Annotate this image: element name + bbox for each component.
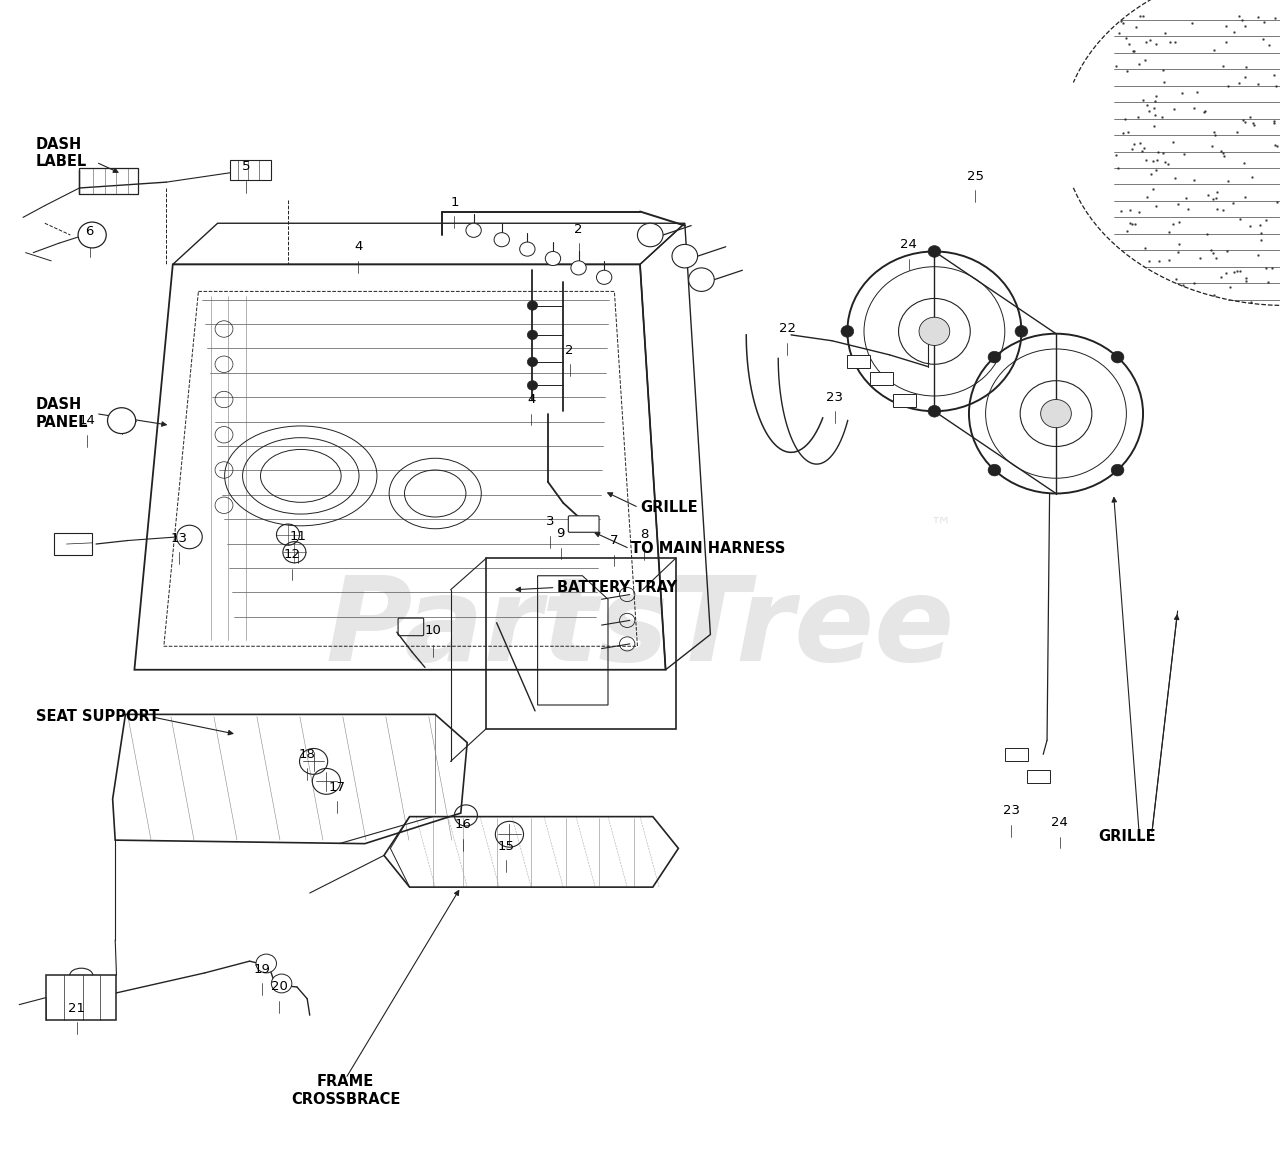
Circle shape <box>256 954 276 973</box>
Text: 17: 17 <box>328 780 346 794</box>
Text: GRILLE: GRILLE <box>1098 830 1156 844</box>
Bar <box>847 355 870 368</box>
Circle shape <box>637 223 663 247</box>
Text: BATTERY TRAY: BATTERY TRAY <box>557 580 677 595</box>
Circle shape <box>689 268 714 291</box>
Text: 6: 6 <box>86 224 93 239</box>
Text: 2: 2 <box>566 343 573 357</box>
Circle shape <box>545 251 561 266</box>
Text: FRAME
CROSSBRACE: FRAME CROSSBRACE <box>291 1074 401 1107</box>
Bar <box>893 394 916 407</box>
Text: 7: 7 <box>611 533 618 548</box>
Text: TO MAIN HARNESS: TO MAIN HARNESS <box>631 542 786 556</box>
Circle shape <box>1041 400 1071 428</box>
Circle shape <box>108 408 136 434</box>
Bar <box>54 533 92 555</box>
Text: 3: 3 <box>547 515 554 529</box>
Text: 10: 10 <box>424 624 442 638</box>
Text: 23: 23 <box>826 390 844 404</box>
Text: 24: 24 <box>1051 815 1069 830</box>
Text: GRILLE: GRILLE <box>640 501 698 515</box>
Circle shape <box>919 317 950 345</box>
Circle shape <box>988 351 1001 363</box>
Text: 25: 25 <box>966 169 984 183</box>
Text: 5: 5 <box>242 160 250 174</box>
Text: 21: 21 <box>68 1001 86 1015</box>
Text: SEAT SUPPORT: SEAT SUPPORT <box>36 710 159 724</box>
Circle shape <box>596 270 612 284</box>
Text: ™: ™ <box>929 516 952 537</box>
Circle shape <box>1015 325 1028 337</box>
Text: 22: 22 <box>778 322 796 336</box>
Text: 4: 4 <box>355 240 362 254</box>
Text: 2: 2 <box>575 222 582 236</box>
Bar <box>486 558 676 728</box>
Text: 13: 13 <box>170 531 188 545</box>
Bar <box>79 168 138 194</box>
Circle shape <box>928 405 941 417</box>
Circle shape <box>527 301 538 310</box>
Bar <box>870 372 893 385</box>
Circle shape <box>527 330 538 340</box>
Text: DASH
PANEL: DASH PANEL <box>36 397 88 430</box>
Bar <box>46 975 116 1020</box>
Circle shape <box>571 261 586 275</box>
Text: 14: 14 <box>78 414 96 428</box>
Bar <box>230 160 271 180</box>
FancyBboxPatch shape <box>568 516 599 532</box>
Text: 18: 18 <box>298 747 316 761</box>
Text: 16: 16 <box>454 818 472 832</box>
Text: 8: 8 <box>640 528 648 542</box>
Circle shape <box>988 464 1001 476</box>
Circle shape <box>527 357 538 367</box>
Circle shape <box>1111 351 1124 363</box>
Text: PartsTree: PartsTree <box>325 571 955 686</box>
Text: 20: 20 <box>270 980 288 994</box>
Bar <box>1027 770 1050 783</box>
Circle shape <box>1111 464 1124 476</box>
Text: 23: 23 <box>1002 804 1020 818</box>
Text: DASH
LABEL: DASH LABEL <box>36 136 87 169</box>
Circle shape <box>841 325 854 337</box>
Circle shape <box>78 222 106 248</box>
Bar <box>1005 748 1028 761</box>
Text: 1: 1 <box>451 195 458 209</box>
Circle shape <box>527 381 538 390</box>
Text: 11: 11 <box>289 530 307 544</box>
Text: 9: 9 <box>557 526 564 540</box>
Circle shape <box>271 974 292 993</box>
Text: 24: 24 <box>900 237 918 251</box>
Circle shape <box>494 233 509 247</box>
Text: 4: 4 <box>527 392 535 407</box>
Text: 12: 12 <box>283 548 301 562</box>
Circle shape <box>466 223 481 237</box>
Circle shape <box>520 242 535 256</box>
Circle shape <box>928 246 941 257</box>
Circle shape <box>672 244 698 268</box>
Text: 19: 19 <box>253 962 271 976</box>
Text: 15: 15 <box>497 839 515 853</box>
